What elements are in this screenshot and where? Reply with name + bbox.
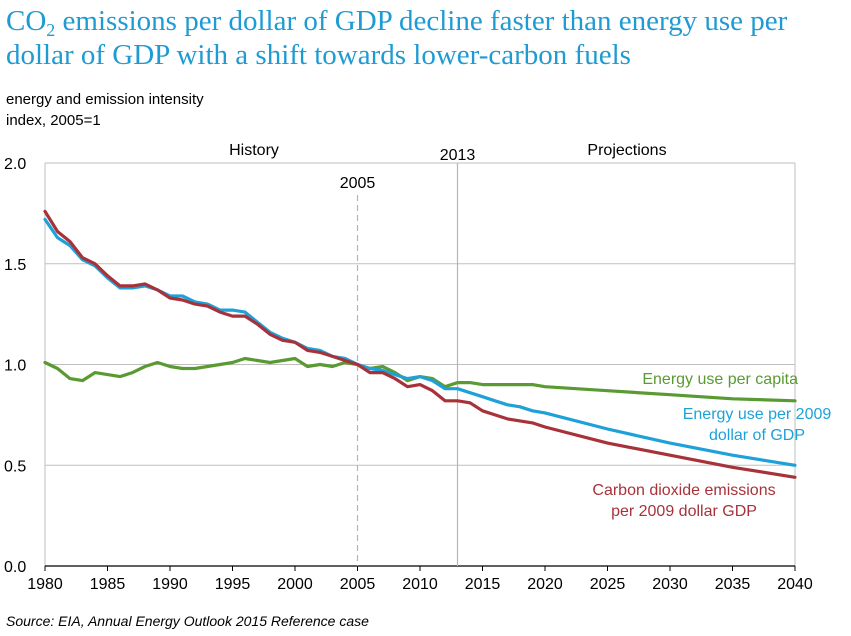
series-line-2 [43, 217, 797, 467]
history-label: History [229, 142, 279, 159]
x-tick-label: 2000 [277, 576, 313, 593]
y-axis-label-line-1: energy and emission intensity [6, 91, 204, 108]
marker-label-2005: 2005 [340, 175, 376, 192]
x-tick-label: 1990 [152, 576, 188, 593]
x-tick-label: 2020 [527, 576, 563, 593]
x-tick-label: 1980 [27, 576, 63, 593]
y-axis-label-line-2: index, 2005=1 [6, 112, 101, 129]
marker-label-2013: 2013 [440, 147, 476, 164]
y-tick-label: 0.0 [4, 559, 26, 576]
series-label-3: per 2009 dollar GDP [611, 503, 757, 520]
x-tick-label: 2035 [715, 576, 751, 593]
series-label-3: Carbon dioxide emissions [592, 482, 775, 499]
y-tick-label: 1.0 [4, 358, 26, 375]
source-note: Source: EIA, Annual Energy Outlook 2015 … [6, 613, 369, 629]
series-label-1: Energy use per capita [642, 371, 798, 388]
x-tick-label: 2015 [465, 576, 501, 593]
series-line-3 [43, 209, 797, 479]
x-tick-label: 2030 [652, 576, 688, 593]
y-tick-label: 1.5 [4, 257, 26, 274]
x-tick-label: 2010 [402, 576, 438, 593]
x-tick-label: 2005 [340, 576, 376, 593]
y-tick-label: 2.0 [4, 156, 26, 173]
y-axis-label: energy and emission intensity index, 200… [6, 89, 204, 131]
series-line-1 [43, 356, 797, 403]
series-label-2: dollar of GDP [709, 427, 805, 444]
projections-label: Projections [587, 142, 666, 159]
x-tick-label: 1985 [90, 576, 126, 593]
chart-title: CO2 emissions per dollar of GDP decline … [6, 5, 788, 71]
x-tick-label: 2025 [590, 576, 626, 593]
y-tick-label: 0.5 [4, 458, 26, 475]
x-tick-label: 2040 [777, 576, 813, 593]
x-tick-label: 1995 [215, 576, 251, 593]
series-label-2: Energy use per 2009 [683, 406, 832, 423]
